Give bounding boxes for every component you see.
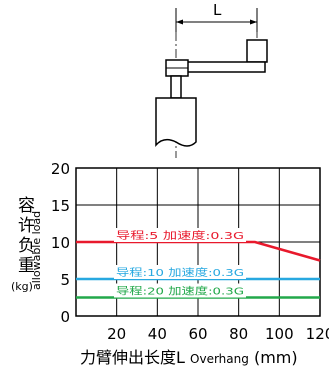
x-tick-labels: 20 40 60 80 100 120 <box>107 325 329 343</box>
x-tick-label: 120 <box>306 325 329 343</box>
y-tick-label: 20 <box>51 160 70 178</box>
y-axis-label-char: 重 <box>18 256 35 276</box>
actuator-body <box>155 97 197 147</box>
x-axis-label: 力臂伸出长度L Overhang (mm) <box>80 344 298 368</box>
series-label-background <box>114 283 246 298</box>
dimension-arrow-right <box>250 19 257 25</box>
y-tick-label: 15 <box>51 197 70 215</box>
x-tick-label: 80 <box>229 325 248 343</box>
x-axis-unit: (mm) <box>253 348 298 367</box>
y-axis-label-en: allowable load <box>30 210 43 290</box>
y-axis-label-char: 负 <box>18 236 35 256</box>
rod <box>170 75 182 99</box>
series-label: 导程:20 加速度:0.3G <box>116 285 244 298</box>
y-tick-labels: 0 5 10 15 20 <box>51 160 70 326</box>
y-tick-label: 5 <box>60 271 70 289</box>
dimension-label: L <box>213 1 222 19</box>
y-axis-label-char: 容 <box>18 196 35 216</box>
series-labels: 导程:5 加速度:0.3G 导程:10 加速度:0.3G 导程:20 加速度:0.3… <box>114 228 246 298</box>
load-block <box>246 39 268 63</box>
series-label-background <box>114 265 246 279</box>
actuator-illustration <box>155 8 268 158</box>
series-label: 导程:5 加速度:0.3G <box>116 229 244 242</box>
x-axis-label-cn: 力臂伸出长度L <box>80 348 185 367</box>
x-tick-label: 20 <box>107 325 126 343</box>
x-tick-label: 40 <box>148 325 167 343</box>
series-label: 导程:10 加速度:0.3G <box>116 266 244 279</box>
x-tick-label: 100 <box>265 325 294 343</box>
y-axis-label-char: 许 <box>18 216 35 236</box>
y-tick-label: 0 <box>60 308 70 326</box>
series-label-background <box>114 228 246 242</box>
y-tick-label: 10 <box>51 234 70 252</box>
dimension-arrow-left <box>176 19 183 25</box>
x-axis-label-en: Overhang <box>190 352 249 366</box>
y-axis-unit: (kg) <box>11 280 33 293</box>
x-tick-label: 60 <box>188 325 207 343</box>
